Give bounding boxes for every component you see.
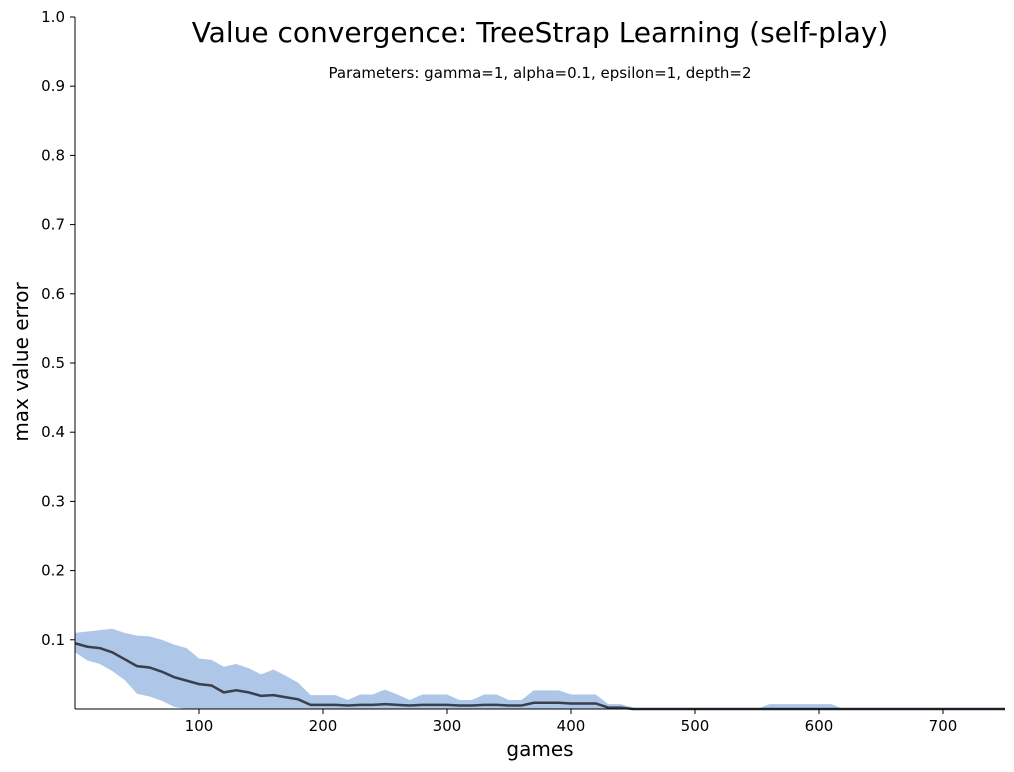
- y-axis-label: max value error: [9, 282, 33, 442]
- plot-area: [74, 628, 1005, 711]
- x-ticks: 100 200 300 400 500 600 700: [185, 709, 958, 735]
- y-tick-label: 0.5: [41, 354, 65, 372]
- x-axis-label: games: [506, 737, 573, 761]
- y-tick-label: 0.9: [41, 77, 65, 95]
- error-band: [75, 628, 1005, 709]
- x-tick-label: 300: [433, 717, 462, 735]
- chart-subtitle: Parameters: gamma=1, alpha=0.1, epsilon=…: [329, 64, 752, 82]
- x-tick-label: 100: [185, 717, 214, 735]
- x-tick-label: 600: [805, 717, 834, 735]
- chart-title: Value convergence: TreeStrap Learning (s…: [192, 16, 889, 49]
- y-ticks: 0.1 0.2 0.3 0.4 0.5 0.6 0.7 0.8 0.9 1.0: [41, 8, 75, 649]
- y-tick-label: 0.4: [41, 423, 65, 441]
- y-tick-label: 0.7: [41, 216, 65, 234]
- x-tick-label: 700: [929, 717, 958, 735]
- y-tick-label: 0.2: [41, 562, 65, 580]
- y-tick-label: 0.8: [41, 146, 65, 164]
- x-tick-label: 500: [681, 717, 710, 735]
- y-tick-label: 0.6: [41, 285, 65, 303]
- y-tick-label: 1.0: [41, 8, 65, 26]
- y-tick-label: 0.3: [41, 492, 65, 510]
- y-tick-label: 0.1: [41, 631, 65, 649]
- x-tick-label: 400: [557, 717, 586, 735]
- x-tick-label: 200: [309, 717, 338, 735]
